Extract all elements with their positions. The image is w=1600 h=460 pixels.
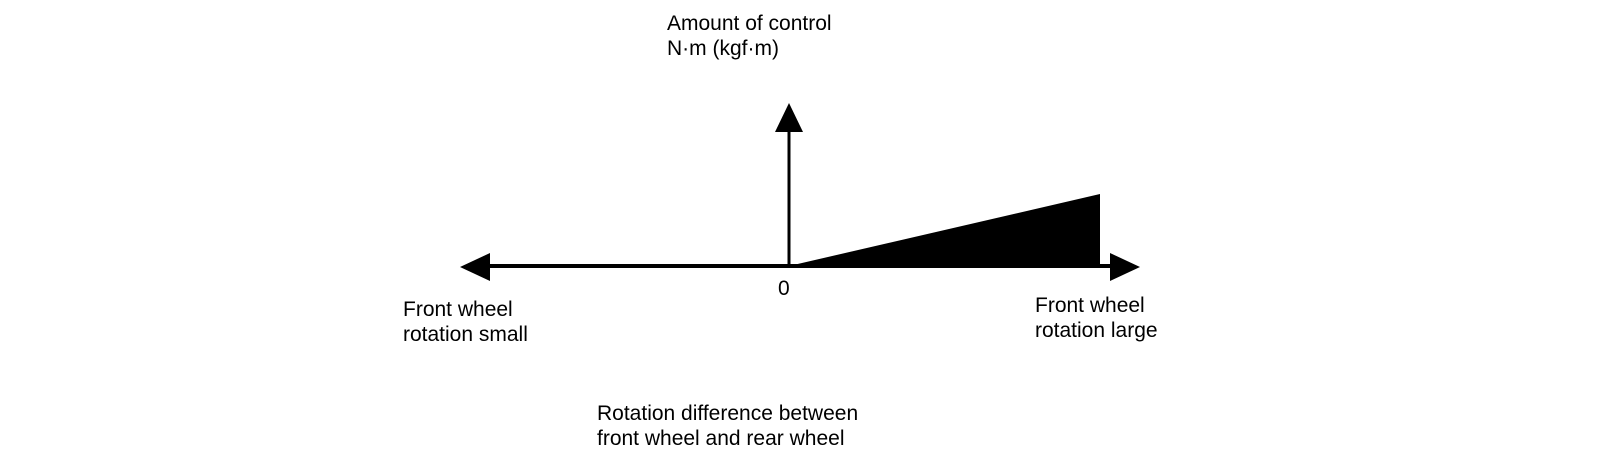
right-arrowhead-icon: [1110, 253, 1140, 281]
right-end-label-line1: Front wheel: [1035, 294, 1145, 317]
y-axis-unit-label: N·m (kgf·m): [667, 37, 779, 60]
right-end-label: Front wheel rotation large: [1035, 293, 1158, 343]
y-axis-label-line1: Amount of control: [667, 12, 832, 35]
x-axis-label-line2: front wheel and rear wheel: [597, 427, 845, 450]
up-arrowhead-icon: [775, 103, 803, 132]
left-end-label-line1: Front wheel: [403, 298, 513, 321]
y-axis-label: Amount of control N·m (kgf·m): [667, 11, 832, 61]
x-axis-label-line1: Rotation difference between: [597, 402, 859, 425]
control-amount-wedge: [789, 194, 1100, 266]
left-end-label-line2: rotation small: [403, 323, 528, 346]
left-arrowhead-icon: [460, 253, 490, 281]
origin-label: 0: [778, 277, 790, 300]
left-end-label: Front wheel rotation small: [403, 297, 528, 347]
right-end-label-line2: rotation large: [1035, 319, 1158, 342]
x-axis-label: Rotation difference between front wheel …: [597, 401, 858, 451]
